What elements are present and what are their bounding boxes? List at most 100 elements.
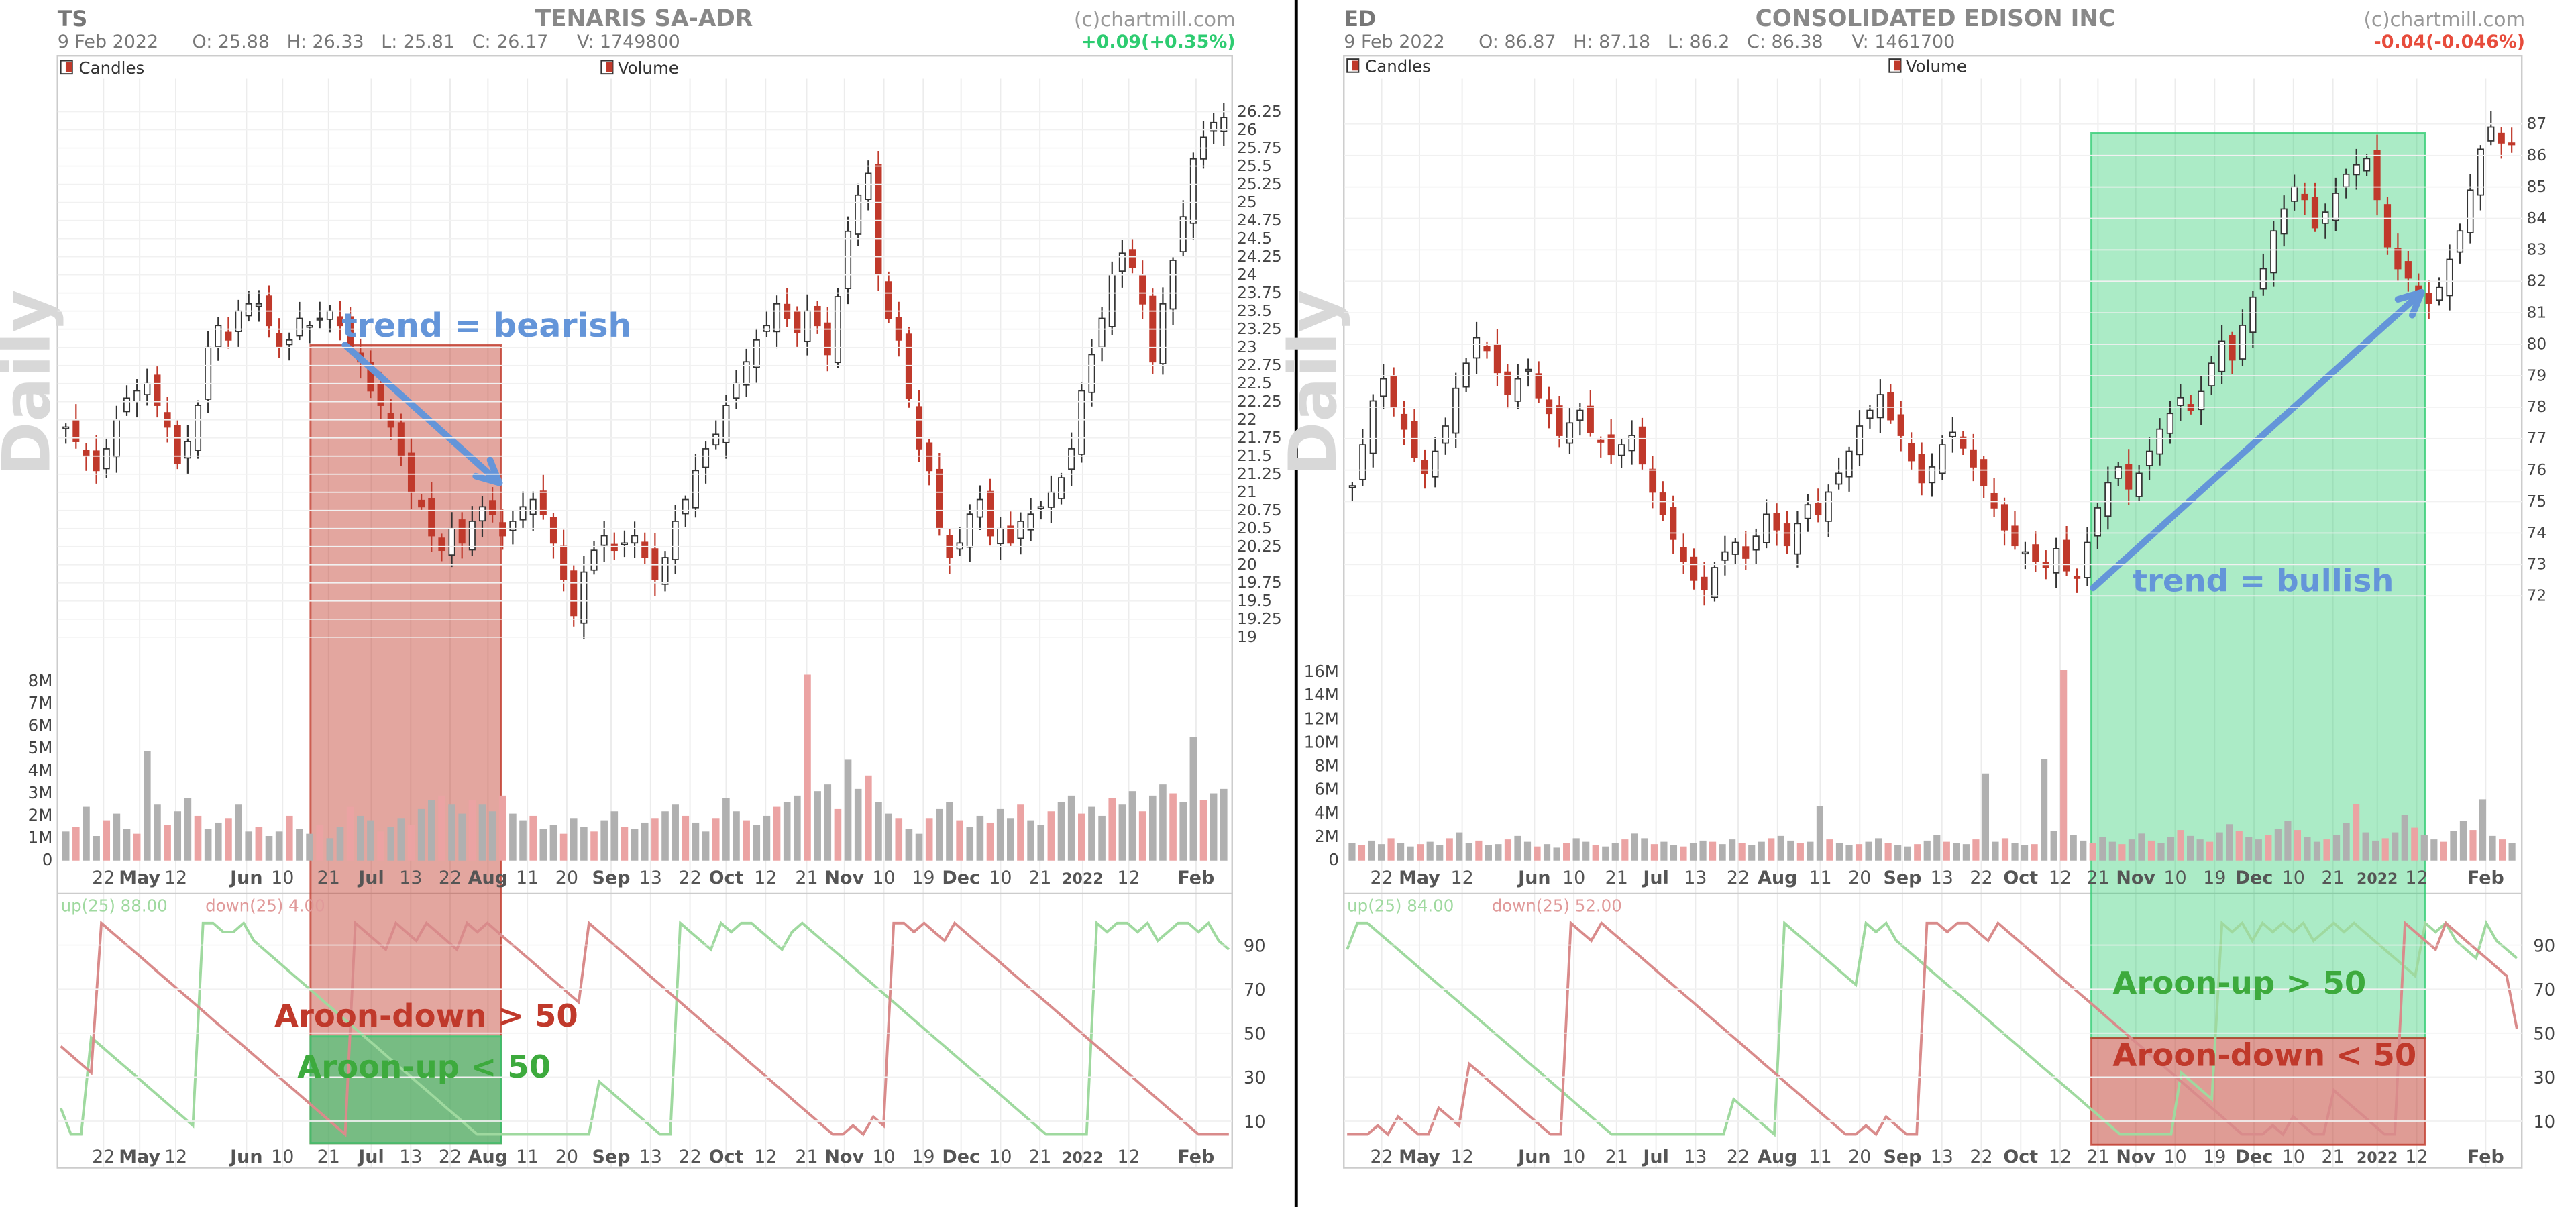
volume-bar xyxy=(539,829,547,861)
date-tick-label: 13 xyxy=(399,1147,422,1167)
candle-body xyxy=(2332,193,2339,221)
date-tick-label: Feb xyxy=(1177,1147,1214,1167)
volume-bar xyxy=(1098,815,1106,861)
candle-body xyxy=(2021,551,2029,555)
candles-legend-icon xyxy=(1346,58,1360,73)
candle-body xyxy=(103,448,110,470)
date-tick-label: 22 xyxy=(1370,868,1393,888)
candle-body xyxy=(1472,337,1481,359)
candle-body xyxy=(621,542,628,545)
candle-body xyxy=(2311,197,2319,229)
volume-bar xyxy=(559,833,568,861)
candle-body xyxy=(580,571,588,624)
candle-body xyxy=(2073,576,2081,579)
price-tick-label: 82 xyxy=(2527,272,2547,291)
candle-body xyxy=(966,513,973,548)
volume-bar xyxy=(753,825,761,861)
candle-body xyxy=(133,390,141,403)
volume-bar xyxy=(1923,840,1931,861)
candle-body xyxy=(1711,567,1719,598)
candle-body xyxy=(478,506,486,522)
volume-bar xyxy=(1138,811,1146,861)
candle-body xyxy=(509,521,517,531)
chart-frame xyxy=(1343,55,2523,1169)
candle-body xyxy=(1442,425,1449,444)
volume-bar xyxy=(763,815,771,861)
date-tick-label: 22 xyxy=(1727,1147,1750,1167)
candle-body xyxy=(997,527,1004,545)
candle-body xyxy=(1845,450,1853,478)
price-tick-label: 72 xyxy=(2527,587,2547,605)
candle-body xyxy=(144,382,151,395)
volume-bar xyxy=(2479,799,2487,861)
date-tick-label: 22 xyxy=(92,1147,115,1167)
candle-body xyxy=(72,419,80,442)
price-tick-label: 23.25 xyxy=(1237,320,1282,338)
candle-body xyxy=(845,230,852,289)
volume-tick-label: 0 xyxy=(42,850,53,870)
volume-bar xyxy=(113,813,121,861)
volume-bar xyxy=(2128,839,2135,861)
volume-tick-label: 10M xyxy=(1304,732,1339,751)
grid xyxy=(57,78,1232,1168)
candle-body xyxy=(1514,378,1521,402)
candle-body xyxy=(1078,390,1085,455)
volume-bar xyxy=(509,813,517,861)
grid xyxy=(1344,78,2522,1168)
candle-body xyxy=(773,303,781,333)
candle-body xyxy=(2166,413,2174,434)
date-tick-label: Oct xyxy=(709,868,744,888)
price-tick-label: 19.5 xyxy=(1237,592,1272,610)
price-tick-label: 22.75 xyxy=(1237,356,1282,374)
date-tick-label: 22 xyxy=(678,868,701,888)
volume-bar xyxy=(2313,841,2321,861)
volume-bar xyxy=(123,829,131,861)
candle-body xyxy=(1939,444,1946,474)
candle-body xyxy=(205,346,212,400)
volume-bar xyxy=(2245,837,2253,861)
candle-body xyxy=(296,317,303,337)
candle-body xyxy=(1773,513,1780,531)
volume-bar xyxy=(2440,841,2447,861)
date-tick-label: Sep xyxy=(1883,1147,1921,1167)
volume-bar xyxy=(895,818,903,861)
volume-bar xyxy=(387,827,395,861)
volume-tick-label: 2M xyxy=(28,805,53,825)
volume-bar xyxy=(905,829,913,861)
candle-body xyxy=(1701,576,1708,590)
candle-body xyxy=(255,303,262,307)
volume-bar xyxy=(1777,835,1784,861)
candle-body xyxy=(2353,164,2360,176)
volume-bar xyxy=(427,800,435,861)
aroon-down-highlight xyxy=(2090,1037,2426,1146)
date-tick-label: 13 xyxy=(1684,868,1707,888)
volume-bar xyxy=(2469,830,2477,861)
volume-bar xyxy=(946,802,953,861)
price-tick-label: 77 xyxy=(2527,429,2547,448)
volume-bar xyxy=(885,813,892,861)
date-tick-label: 12 xyxy=(1450,1147,1473,1167)
candle-body xyxy=(702,448,710,468)
volume-bar xyxy=(1426,841,1434,861)
candle-body xyxy=(1887,392,1894,421)
volume-bar xyxy=(2108,841,2116,861)
volume-tick-label: 5M xyxy=(28,738,53,757)
candle-body xyxy=(1432,450,1439,478)
volume-bar xyxy=(976,815,984,861)
volume-bar xyxy=(682,815,690,861)
volume-bar xyxy=(1495,844,1502,861)
candle-body xyxy=(2373,150,2381,201)
candle-body xyxy=(1139,275,1146,305)
date-tick-label: 13 xyxy=(1931,868,1953,888)
volume-bar xyxy=(2050,831,2057,861)
date-tick-label: 21 xyxy=(2321,868,2344,888)
volume-bar xyxy=(590,831,598,861)
date-tick-label: 12 xyxy=(2049,868,2072,888)
volume-bar xyxy=(2041,759,2048,861)
candle-body xyxy=(549,517,557,544)
date-axis-bottom: 22 May 12 Jun 10 21 Jul 13 22 Aug 11 20 Sep 13 22 Oct 12… xyxy=(92,1147,1214,1167)
date-tick-label: 19 xyxy=(2203,1147,2226,1167)
volume-bar xyxy=(1953,843,1960,861)
volume-bar xyxy=(1787,840,1794,861)
price-tick-label: 79 xyxy=(2527,366,2547,384)
